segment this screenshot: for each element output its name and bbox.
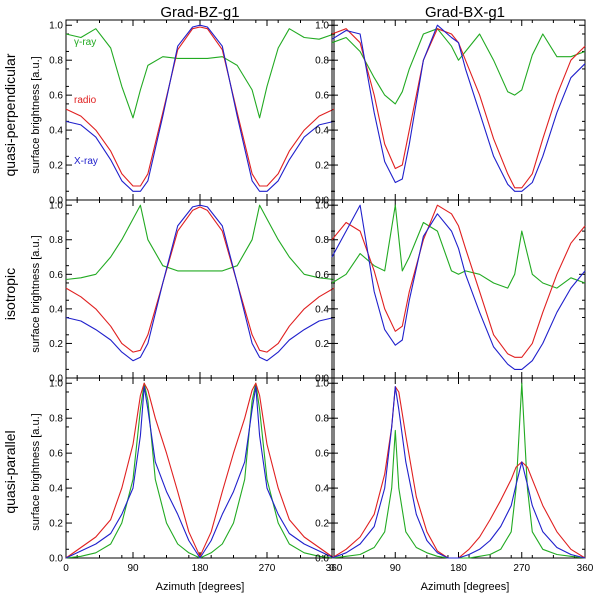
y-tick-label: 1.0 <box>315 379 329 390</box>
y-tick-label: 0.0 <box>315 554 329 565</box>
y-tick-label: 0.4 <box>315 484 329 495</box>
x-tick-label: 360 <box>577 563 594 574</box>
x-tick-label: 360 <box>326 563 343 574</box>
plot-frame <box>65 19 335 201</box>
x-tick-label: 270 <box>513 563 530 574</box>
series-line-gamma <box>65 204 335 281</box>
x-tick-label: 180 <box>192 563 209 574</box>
panel-3-1: 0.0 0.2 0.4 0.6 0.8 1.0 0 90 180 270 360 <box>49 377 343 574</box>
y-tick-label: 0.0 <box>49 196 63 207</box>
y-tick-label: 0.2 <box>49 519 63 530</box>
y-tick-label: 0.4 <box>49 484 63 495</box>
y-tick-label: 0.0 <box>315 374 329 385</box>
series-line-gamma <box>65 382 335 559</box>
legend-gamma-ray: γ-ray <box>74 37 96 48</box>
series-line-xray <box>331 24 586 192</box>
y-tick-label: 0.6 <box>49 449 63 460</box>
y-tick-label: 0.8 <box>315 414 329 425</box>
y-tick-label: 1.0 <box>315 201 329 212</box>
legend-radio: radio <box>74 95 97 106</box>
y-tick-label: 0.2 <box>315 519 329 530</box>
panel-2-2: 0.0 0.2 0.4 0.6 0.8 1.0 <box>315 199 586 385</box>
y-tick-label: 0.8 <box>315 56 329 67</box>
y-tick-label: 1.0 <box>49 21 63 32</box>
y-tick-label: 0.6 <box>315 270 329 281</box>
x-tick-label: 0 <box>329 563 335 574</box>
x-axis-label-2: Azimuth [degrees] <box>421 581 510 593</box>
x-axis-label-1: Azimuth [degrees] <box>156 581 245 593</box>
panel-2-1: 0.0 0.2 0.4 0.6 0.8 1.0 <box>49 199 335 385</box>
panels-group: 0.00.20.40.60.81.00.00.20.40.60.81.00.00… <box>49 19 594 574</box>
series-line-xray <box>65 204 335 362</box>
y-tick-label: 0.6 <box>49 270 63 281</box>
y-tick-label: 0.4 <box>315 126 329 137</box>
y-tick-label: 0.0 <box>315 196 329 207</box>
series-line-xray <box>65 24 335 192</box>
series-line-radio <box>331 28 586 189</box>
y-tick-label: 0.0 <box>49 554 63 565</box>
y-tick-label: 0.4 <box>315 304 329 315</box>
y-tick-label: 0.6 <box>49 91 63 102</box>
row-title-2: isotropic <box>2 268 18 320</box>
series-line-radio <box>65 382 335 559</box>
series-line-xray <box>331 386 586 559</box>
x-tick-label: 90 <box>127 563 139 574</box>
series-line-gamma <box>331 28 586 105</box>
y-tick-label: 1.0 <box>315 21 329 32</box>
y-tick-label: 0.4 <box>49 304 63 315</box>
y-axis-label-3: surface brightness [a.u.] <box>30 413 42 530</box>
x-tick-label: 90 <box>390 563 402 574</box>
y-tick-label: 1.0 <box>49 379 63 390</box>
y-tick-label: 0.6 <box>315 449 329 460</box>
column-title-1: Grad-BZ-g1 <box>160 4 239 21</box>
column-title-2: Grad-BX-g1 <box>425 4 505 21</box>
y-tick-label: 0.6 <box>315 91 329 102</box>
y-axis-label-1: surface brightness [a.u.] <box>30 56 42 173</box>
series-line-radio <box>65 26 335 187</box>
plot-frame <box>65 377 335 559</box>
x-tick-label: 180 <box>450 563 467 574</box>
series-line-radio <box>331 204 586 358</box>
y-tick-label: 1.0 <box>49 201 63 212</box>
series-line-xray <box>331 204 586 370</box>
panel-1-2: 0.0 0.2 0.4 0.6 0.8 1.0 <box>315 19 586 207</box>
series-line-gamma <box>65 28 335 119</box>
y-tick-label: 0.2 <box>49 161 63 172</box>
y-tick-label: 0.8 <box>49 235 63 246</box>
y-tick-label: 0.2 <box>49 339 63 350</box>
y-tick-label: 0.0 <box>49 374 63 385</box>
y-tick-label: 0.4 <box>49 126 63 137</box>
series-line-radio <box>65 206 335 353</box>
y-tick-label: 0.8 <box>315 235 329 246</box>
legend-x-ray: X-ray <box>74 156 98 167</box>
plot-frame <box>65 199 335 379</box>
plot-frame <box>331 19 586 201</box>
x-tick-label: 270 <box>259 563 276 574</box>
y-axis-label-2: surface brightness [a.u.] <box>30 235 42 352</box>
panel-3-2: 0.0 0.2 0.4 0.6 0.8 1.0 0 90 180 270 360 <box>315 377 594 574</box>
y-tick-label: 0.8 <box>49 56 63 67</box>
y-tick-label: 0.2 <box>315 339 329 350</box>
row-title-3: quasi-parallel <box>2 430 18 513</box>
x-tick-label: 0 <box>63 563 69 574</box>
row-title-1: quasi-perpendicular <box>2 53 18 176</box>
series-line-gamma <box>331 204 586 289</box>
y-tick-label: 0.2 <box>315 161 329 172</box>
y-tick-label: 0.8 <box>49 414 63 425</box>
series-line-xray <box>65 386 335 559</box>
